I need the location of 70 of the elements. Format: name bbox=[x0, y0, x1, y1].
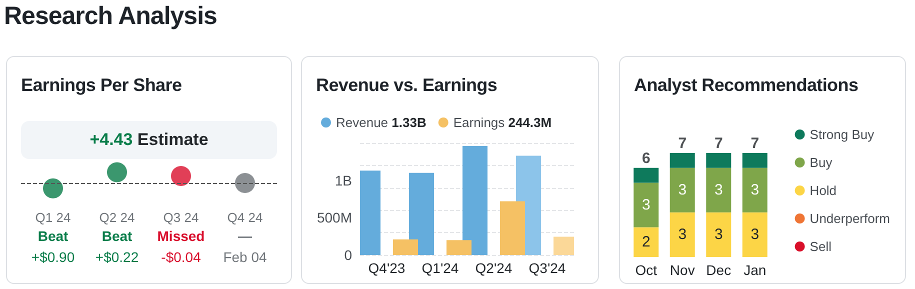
bar bbox=[742, 153, 768, 168]
bar bbox=[670, 168, 695, 212]
bar bbox=[634, 227, 659, 257]
bar bbox=[462, 146, 488, 255]
chart-subtitle: +4.43 Estimate bbox=[21, 121, 277, 159]
legend-label: Hold bbox=[810, 183, 837, 198]
x-tick-label: Q4'23 bbox=[368, 260, 406, 276]
text: -$0.04 bbox=[161, 249, 202, 265]
data-label: 3 bbox=[714, 226, 723, 244]
point bbox=[171, 166, 191, 186]
bar bbox=[742, 168, 768, 212]
total-label: 7 bbox=[750, 135, 760, 152]
legend-label: Earnings bbox=[453, 115, 508, 130]
data-label: 3 bbox=[750, 226, 760, 244]
bar bbox=[706, 212, 732, 257]
x-tick-label: Q1'24 bbox=[422, 260, 459, 276]
data-label: 3 bbox=[750, 182, 760, 199]
chart-title: Analyst Recommendations bbox=[634, 75, 858, 96]
bar bbox=[393, 239, 418, 255]
x-tick-label: Q4 24 bbox=[227, 210, 263, 225]
data-label: 3 bbox=[678, 226, 687, 244]
legend-label: Strong Buy bbox=[810, 127, 875, 142]
bar bbox=[706, 168, 732, 212]
bar bbox=[706, 153, 732, 168]
data-label: 3 bbox=[678, 182, 687, 199]
text: 244.3M bbox=[508, 115, 552, 130]
legend-label: Buy bbox=[810, 155, 833, 170]
y-tick-label: 500M bbox=[316, 210, 352, 226]
text: +$0.90 bbox=[31, 249, 75, 265]
bar bbox=[409, 172, 434, 255]
legend-label: Revenue bbox=[336, 115, 392, 130]
x-tick-label: Q1 24 bbox=[35, 210, 71, 225]
point bbox=[107, 162, 127, 182]
bar bbox=[670, 153, 695, 168]
data-label: 3 bbox=[714, 182, 723, 199]
total-label: 7 bbox=[678, 135, 687, 152]
chart-title: Revenue vs. Earnings bbox=[316, 75, 498, 96]
bar bbox=[634, 168, 659, 183]
total-label: 7 bbox=[714, 135, 723, 152]
x-tick-label: Q3 24 bbox=[163, 210, 199, 225]
x-tick-label: Jan bbox=[744, 262, 766, 278]
x-tick-label: Q2 24 bbox=[99, 210, 135, 225]
legend-label: Underperform bbox=[810, 211, 890, 226]
text: Beat bbox=[102, 228, 133, 244]
x-tick-label: Q2'24 bbox=[475, 260, 512, 276]
text: — bbox=[238, 228, 252, 244]
text: +$0.22 bbox=[95, 249, 139, 265]
data-label: 2 bbox=[642, 234, 650, 251]
bar bbox=[446, 240, 472, 255]
bar bbox=[500, 201, 525, 255]
x-tick-label: Nov bbox=[670, 262, 695, 278]
bar bbox=[670, 212, 695, 257]
chart-title: Earnings Per Share bbox=[21, 75, 182, 96]
point bbox=[43, 178, 63, 198]
legend-label: Sell bbox=[810, 239, 832, 254]
text: Beat bbox=[38, 228, 69, 244]
bar bbox=[634, 182, 659, 228]
y-tick-label: 1B bbox=[334, 172, 352, 188]
point bbox=[235, 173, 255, 193]
text: Missed bbox=[157, 228, 205, 244]
x-tick-label: Dec bbox=[706, 262, 732, 278]
text: 1.33B bbox=[392, 115, 426, 130]
data-label: 3 bbox=[642, 196, 650, 214]
x-tick-label: Q3'24 bbox=[528, 260, 566, 276]
text: Feb 04 bbox=[223, 249, 268, 265]
bar bbox=[742, 212, 768, 257]
total-label: 6 bbox=[642, 150, 650, 167]
x-tick-label: Oct bbox=[635, 262, 658, 278]
text: Research Analysis bbox=[4, 2, 217, 31]
y-tick-label: 0 bbox=[344, 247, 352, 263]
